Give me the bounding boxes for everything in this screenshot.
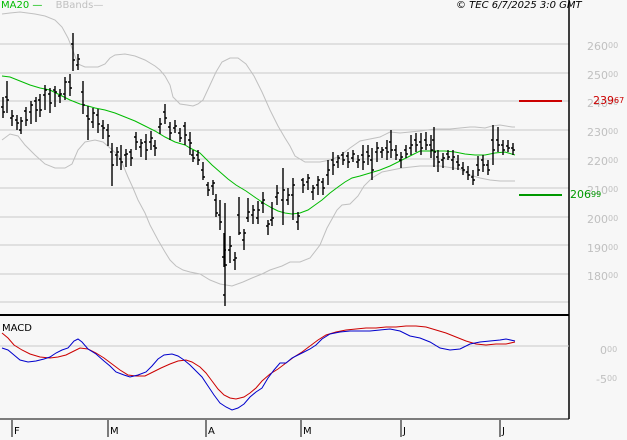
macd-signal-line <box>1 325 516 400</box>
legend-bbands-swatch: — <box>93 0 104 11</box>
resistance-label: 23967 <box>593 94 625 107</box>
x-axis-label: J <box>502 426 505 437</box>
chart-legend: MA20 — BBands— <box>1 0 103 11</box>
y-axis-label: 26000 <box>587 40 619 53</box>
legend-ma20-swatch: — <box>29 0 43 11</box>
price-bars <box>1 33 515 306</box>
support-label: 20699 <box>570 188 602 201</box>
macd-y-axis-label: 000 <box>600 344 618 357</box>
x-axis-label: M <box>110 426 119 437</box>
macd-y-axis-label: -500 <box>596 373 618 386</box>
x-axis-label: A <box>208 426 215 437</box>
legend-bbands: BBands <box>55 0 94 11</box>
x-axis-label: M <box>303 426 312 437</box>
x-axis-label: F <box>14 426 20 437</box>
y-axis-label: 19000 <box>587 242 619 255</box>
y-axis-label: 21000 <box>587 184 619 197</box>
legend-ma20: MA20 <box>1 0 30 11</box>
x-axis-ticks <box>11 420 501 437</box>
copyright-timestamp: © TEC 6/7/2025 3:0 GMT <box>456 0 582 11</box>
x-axis-label: J <box>403 426 406 437</box>
y-axis-label: 22000 <box>587 155 619 168</box>
y-axis-label: 18000 <box>587 270 619 283</box>
y-axis-label: 23000 <box>587 126 619 139</box>
y-axis-label: 24000 <box>587 97 619 110</box>
y-axis-label: 20000 <box>587 213 619 226</box>
y-axis-label: 25000 <box>587 69 619 82</box>
ma20-line <box>1 75 516 215</box>
price-gridlines <box>0 43 569 303</box>
macd-line <box>1 328 516 411</box>
macd-title: MACD <box>2 323 32 334</box>
bollinger-bands <box>1 11 515 287</box>
